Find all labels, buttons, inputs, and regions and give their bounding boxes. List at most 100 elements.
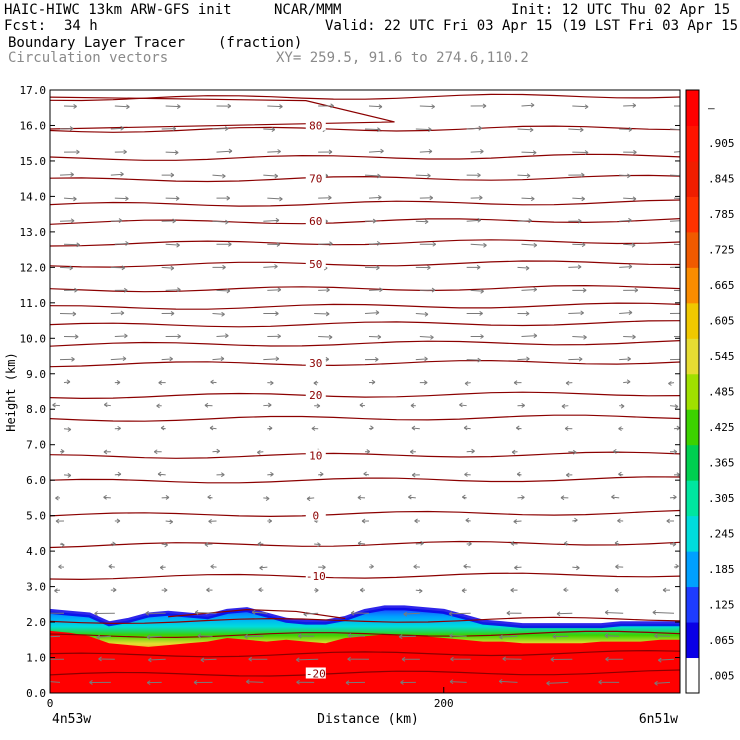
vector-arrowhead [510, 541, 515, 546]
vector-arrowhead [676, 472, 680, 478]
vector-arrowhead [268, 518, 273, 524]
vector-arrowhead [359, 402, 364, 408]
vector-arrowhead [432, 241, 437, 247]
vector-arrowhead [326, 287, 330, 293]
circulation-vector [517, 220, 532, 222]
vector-arrowhead [117, 425, 121, 431]
vector-arrowhead [74, 334, 79, 340]
vector-arrowhead [224, 126, 229, 131]
vector-arrowhead [328, 195, 332, 201]
y-tick-label: 0.0 [26, 687, 46, 700]
vector-arrowhead [428, 148, 433, 154]
vector-arrowhead [410, 449, 414, 455]
contour-label-bg [305, 357, 326, 369]
vector-arrowhead [560, 495, 565, 501]
contour-line [50, 359, 680, 368]
vector-arrowhead [528, 218, 532, 224]
vector-arrowhead [618, 426, 622, 432]
vector-arrowhead [175, 196, 180, 201]
circulation-vector [216, 335, 229, 338]
vector-arrowhead [61, 542, 65, 548]
vector-arrowhead [632, 196, 637, 202]
vector-arrowhead [116, 518, 121, 524]
vector-arrowhead [620, 403, 625, 409]
vector-arrowhead [499, 634, 503, 640]
vector-arrowhead [372, 218, 377, 224]
vector-arrowhead [668, 381, 672, 386]
circulation-vector [267, 197, 283, 200]
contour-line [50, 125, 680, 133]
colorbar-label: .485 [708, 386, 735, 399]
vector-arrowhead [118, 218, 123, 223]
vector-arrowhead [270, 380, 274, 386]
vector-arrowhead [148, 657, 152, 663]
circulation-vector [604, 635, 620, 637]
colorbar-label: .005 [708, 669, 735, 682]
vector-arrowhead [450, 656, 454, 662]
circulation-vector [459, 404, 467, 407]
vector-arrowhead [530, 196, 535, 202]
vector-arrowhead [40, 635, 43, 639]
circulation-vector [521, 335, 537, 338]
circulation-vector [216, 289, 230, 292]
vector-arrowhead [275, 311, 279, 316]
vector-arrowhead [584, 104, 589, 110]
vector-arrowhead [628, 127, 633, 132]
contour-label: -10 [306, 570, 326, 583]
vector-arrowhead [220, 356, 225, 362]
vector-arrowhead [565, 472, 570, 478]
vector-arrowhead [598, 679, 602, 685]
x-axis-label: Distance (km) [317, 712, 419, 727]
colorbar-swatch [686, 622, 699, 659]
circulation-vector [318, 243, 333, 245]
vector-arrowhead [117, 471, 122, 477]
circulation-vector [669, 128, 680, 131]
circulation-vector [368, 242, 381, 245]
vector-arrowhead [605, 656, 609, 662]
circulation-vector [510, 542, 518, 545]
vector-arrowhead [563, 587, 567, 593]
vector-arrowhead [176, 242, 180, 248]
vector-arrowhead [345, 680, 350, 686]
vector-arrowhead [89, 680, 93, 685]
vector-arrowhead [556, 611, 561, 617]
vector-arrowhead [303, 611, 307, 617]
circulation-vector [318, 336, 333, 338]
vector-arrowhead [673, 494, 677, 500]
vector-arrowhead [654, 633, 658, 639]
vector-arrowhead [480, 149, 484, 154]
vector-arrowhead [370, 425, 374, 431]
colorbar-label: .425 [708, 421, 735, 434]
circulation-vector [263, 266, 278, 268]
y-tick-label: 5.0 [26, 510, 46, 523]
vector-arrowhead [258, 587, 262, 593]
colorbar-frame [685, 89, 700, 694]
circulation-vector [110, 220, 123, 222]
colorbar-swatch [686, 125, 699, 162]
colorbar-swatch [686, 515, 699, 552]
vector-arrowhead [73, 196, 77, 202]
contour-line [50, 669, 680, 677]
vector-arrowhead [423, 380, 428, 386]
vector-arrowhead [177, 333, 181, 339]
vector-arrowhead [197, 633, 202, 639]
contour-line [50, 93, 680, 102]
colorbar-label: .725 [708, 244, 735, 257]
vector-arrowhead [275, 217, 280, 223]
vector-arrowhead [376, 240, 381, 246]
circulation-vector [517, 266, 530, 269]
y-tick-label: 4.0 [26, 545, 46, 558]
circulation-vector [200, 658, 217, 661]
vector-arrowhead [163, 587, 168, 593]
circulation-vector [470, 243, 487, 246]
circulation-vector [466, 359, 481, 361]
contour-label-bg [305, 449, 326, 461]
vector-arrowhead [627, 356, 631, 362]
vector-arrowhead [55, 495, 59, 501]
vector-arrowhead [200, 657, 205, 663]
contour-label: 60 [309, 215, 322, 228]
vector-arrowhead [157, 471, 162, 477]
circulation-vector [470, 150, 484, 153]
vector-arrowhead [627, 173, 631, 179]
vector-arrowhead [676, 425, 680, 431]
